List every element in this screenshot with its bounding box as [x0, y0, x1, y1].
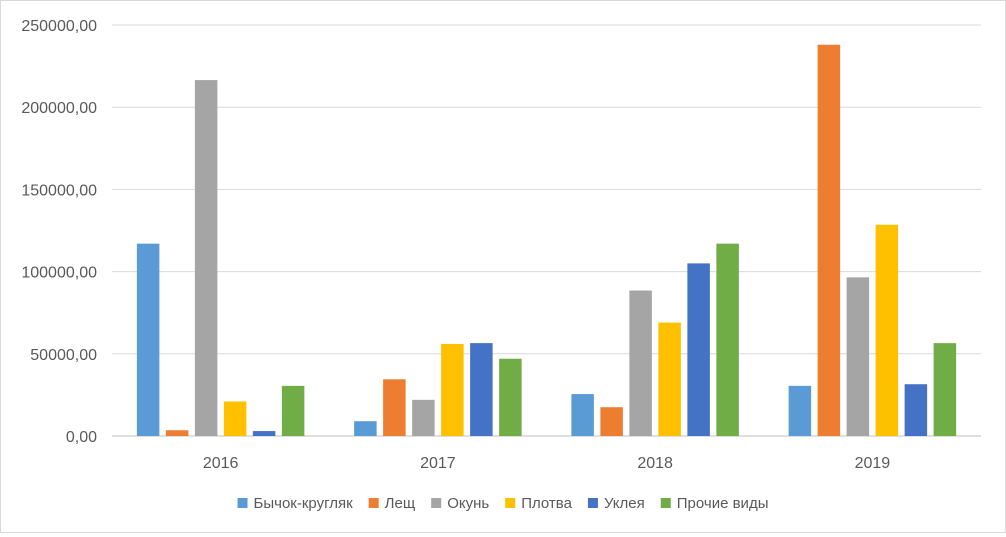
bar-2017-series-2: [383, 379, 406, 436]
bar-2016-series-3: [194, 80, 218, 436]
bar-2018-series-3: [629, 290, 652, 436]
x-tick-label: 2019: [855, 455, 891, 472]
x-tick-label: 2018: [637, 455, 673, 472]
bar-2018-series-4: [658, 322, 681, 436]
y-axis-tick-labels: 0,00 50000,00 100000,00 150000,00 200000,00 2…: [21, 18, 97, 446]
y-tick-label: 150000,00: [21, 182, 97, 199]
bars: [136, 44, 957, 437]
legend-label: Окунь: [447, 495, 489, 512]
x-axis-tick-labels: 2016 2017 2018 2019: [203, 455, 890, 472]
legend-swatch: [431, 498, 442, 508]
legend-item: Уклея: [587, 495, 645, 512]
bar-2018-series-1: [571, 394, 594, 436]
bar-2016-series-1: [136, 243, 160, 436]
y-tick-label: 250000,00: [21, 18, 97, 35]
bar-2016-series-5: [252, 431, 276, 436]
legend-item: Бычок-кругляк: [237, 495, 354, 512]
x-tick-label: 2017: [420, 455, 456, 472]
x-tick-label: 2016: [203, 455, 239, 472]
legend-swatch: [237, 498, 248, 508]
legend-swatch: [660, 498, 671, 508]
bar-2019-series-5: [904, 384, 928, 436]
legend-item: Плотва: [505, 495, 573, 512]
legend-label: Лещ: [385, 495, 416, 512]
y-tick-label: 200000,00: [21, 100, 97, 117]
bar-2017-series-4: [441, 343, 464, 436]
bar-2019-series-3: [846, 277, 870, 436]
y-tick-label: 50000,00: [30, 347, 97, 364]
bar-2016-series-4: [223, 401, 247, 436]
legend-item: Прочие виды: [660, 495, 769, 512]
legend-label: Бычок-кругляк: [254, 495, 354, 512]
bar-2017-series-3: [412, 399, 435, 436]
legend-label: Прочие виды: [677, 495, 769, 512]
bar-2017-series-5: [470, 343, 493, 436]
bar-2018-series-2: [600, 407, 623, 436]
bar-2019-series-4: [875, 224, 899, 436]
bar-2018-series-5: [687, 263, 710, 436]
bar-2019-series-6: [933, 343, 957, 436]
bar-2016-series-2: [165, 430, 189, 436]
bar-2017-series-6: [499, 358, 522, 436]
bar-2017-series-1: [354, 421, 377, 436]
legend-label: Плотва: [521, 495, 572, 512]
legend-item: Окунь: [431, 495, 489, 512]
legend-swatch: [505, 498, 516, 508]
bar-2019-series-1: [788, 385, 812, 436]
bar-2016-series-6: [281, 385, 305, 436]
legend-item: Лещ: [368, 495, 416, 512]
legend-label: Уклея: [604, 495, 645, 512]
y-tick-label: 100000,00: [21, 265, 97, 282]
bar-2018-series-6: [716, 243, 739, 436]
y-tick-label: 0,00: [66, 429, 97, 446]
bar-2019-series-2: [817, 44, 841, 437]
legend-swatch: [368, 498, 379, 508]
legend: Бычок-кругляк Лещ Окунь Плотва Уклея Прочие в…: [237, 495, 769, 512]
legend-swatch: [587, 498, 598, 508]
